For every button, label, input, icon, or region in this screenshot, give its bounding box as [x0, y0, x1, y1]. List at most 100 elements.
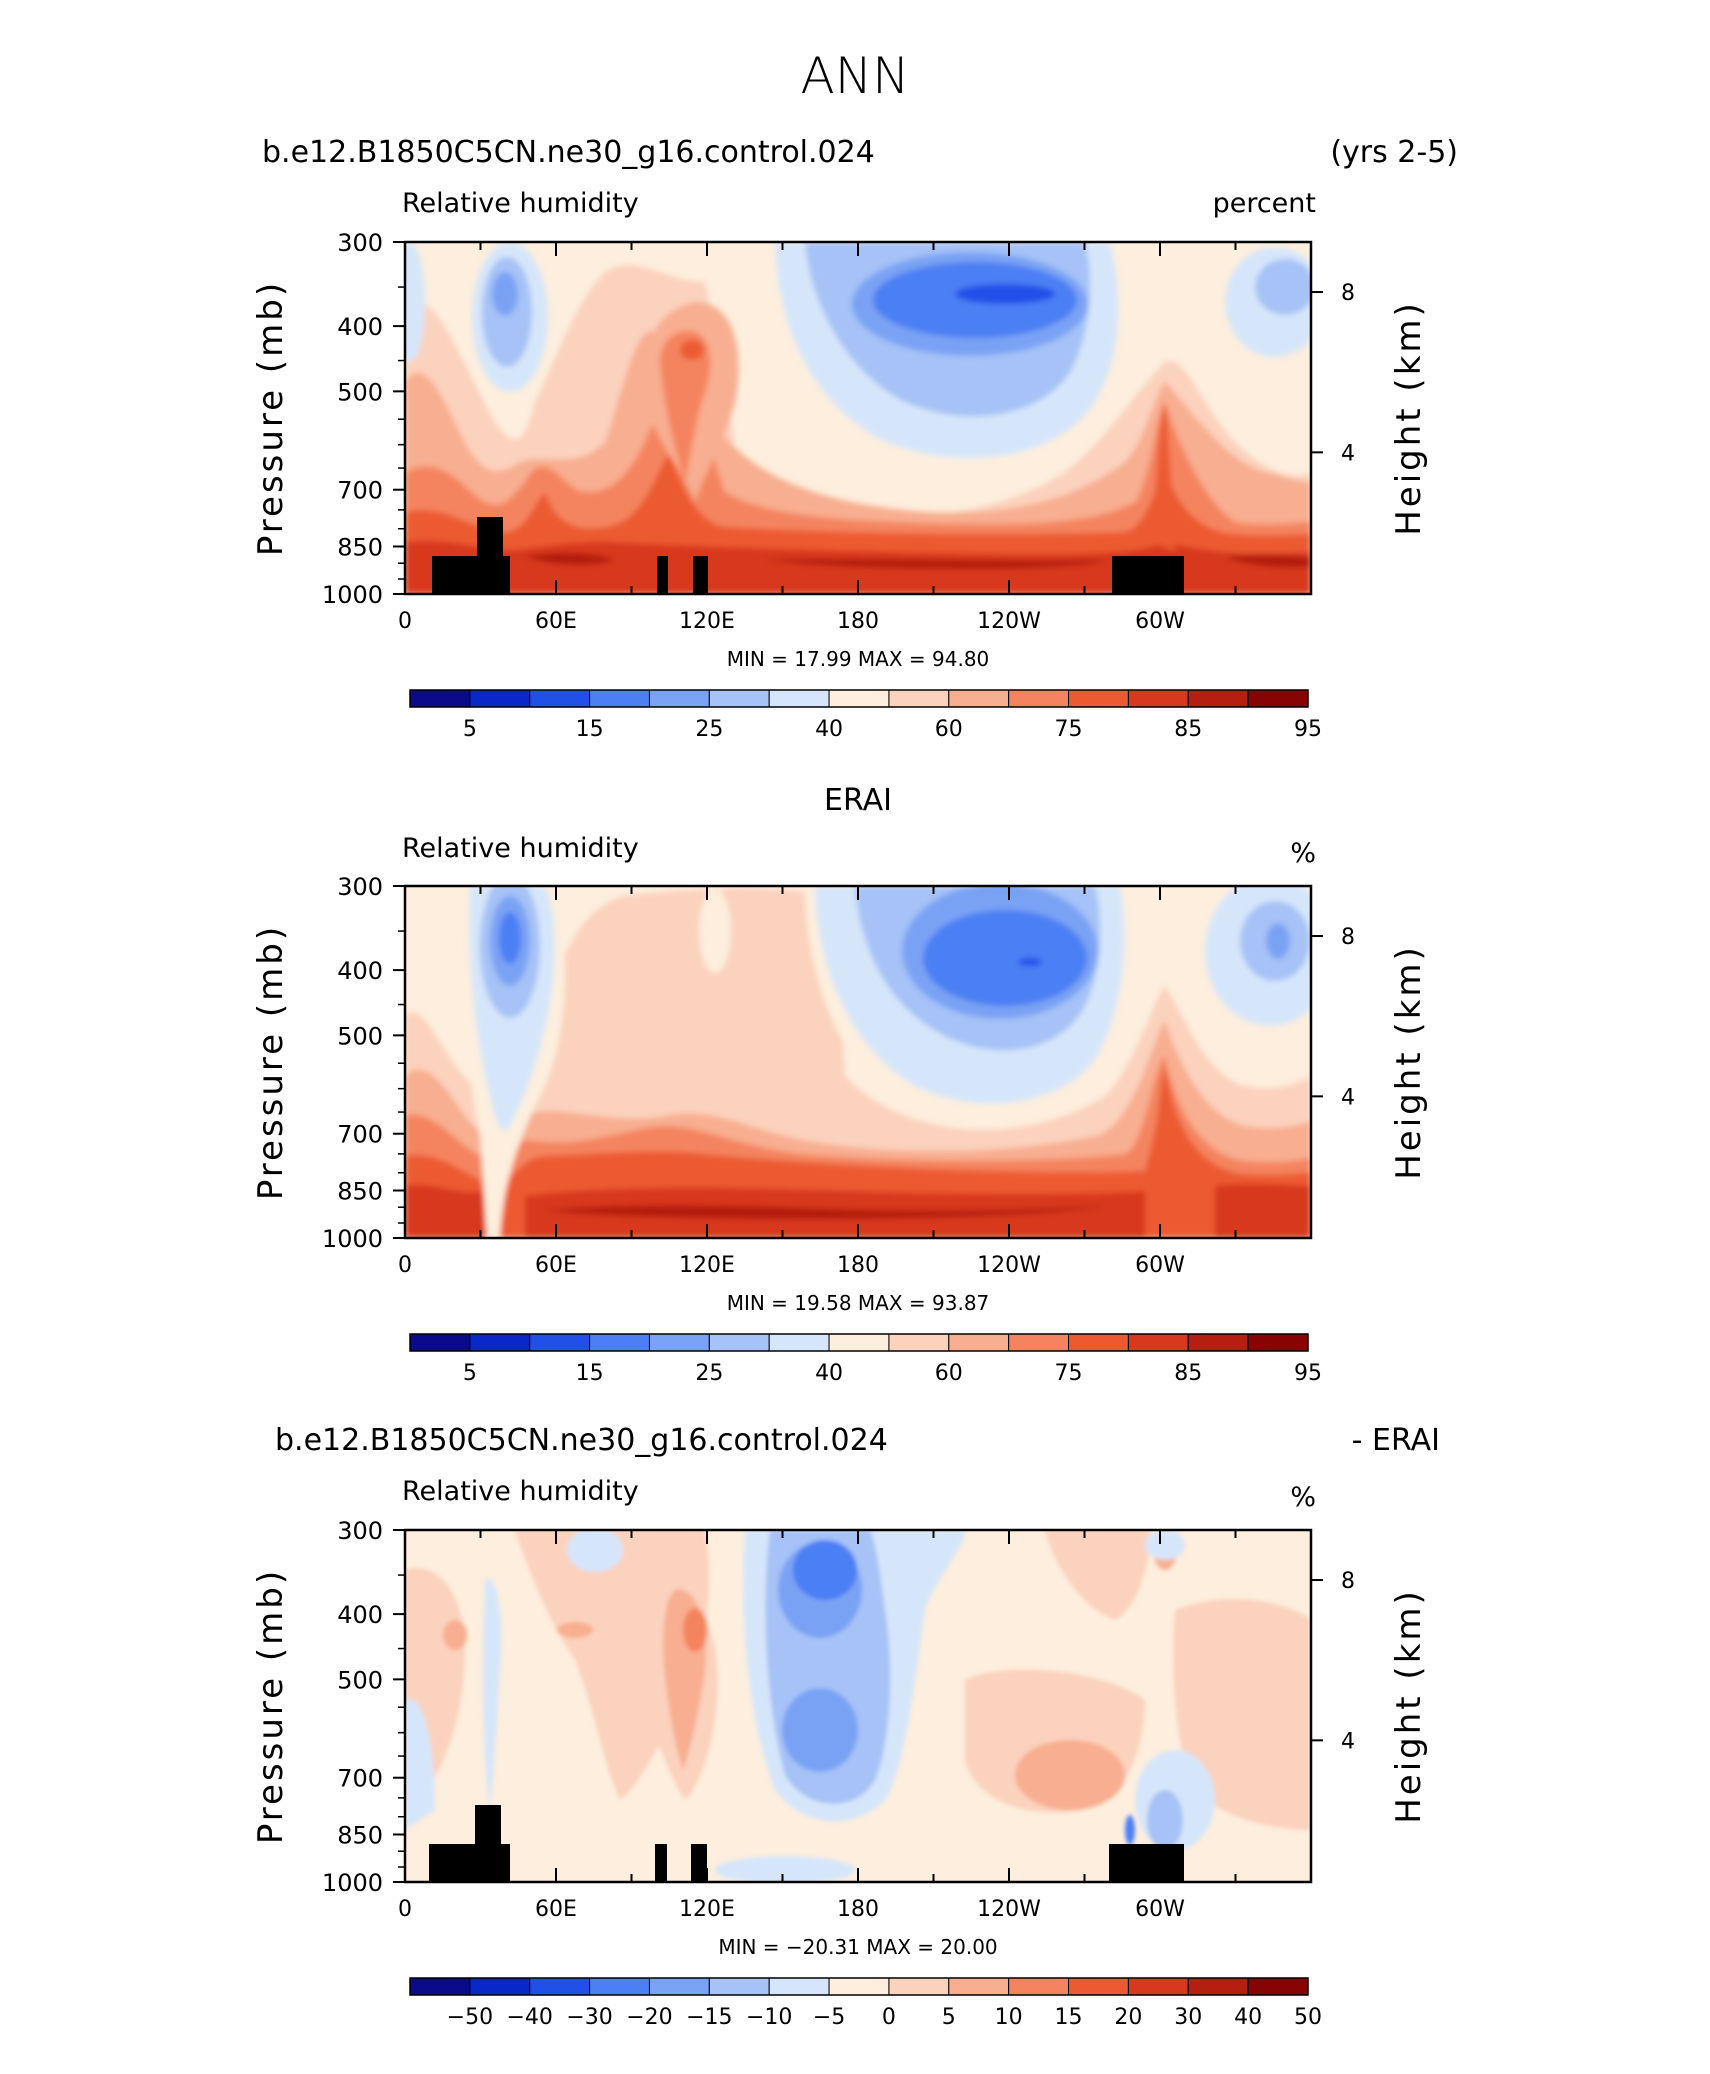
- colorbar-label: 15: [576, 717, 604, 742]
- band-minus5-0: [715, 1856, 855, 1882]
- field-label: Relative humidity: [402, 188, 639, 219]
- lon-tick-label: 120W: [977, 1253, 1041, 1278]
- colorbar-swatch: [648, 1333, 710, 1352]
- colorbar-swatch: [1187, 1977, 1249, 1996]
- colorbar-swatch: [648, 689, 710, 708]
- lon-tick-label: 180: [837, 609, 879, 634]
- colorbar-label: −50: [447, 2005, 493, 2030]
- topography-mask: [432, 517, 1184, 594]
- pressure-tick-label: 700: [337, 1121, 383, 1149]
- y-axis-title-right: Height (km): [1389, 944, 1429, 1180]
- colorbar-label: 85: [1174, 1361, 1202, 1386]
- pressure-tick-label: 700: [337, 477, 383, 505]
- colorbar-swatch: [1187, 1333, 1249, 1352]
- pressure-tick-label: 300: [337, 1517, 383, 1545]
- colorbar-swatch: [768, 1333, 830, 1352]
- field-label: Relative humidity: [402, 833, 639, 864]
- colorbar-label: 95: [1294, 1361, 1322, 1386]
- band-minus20-minus15: [793, 1540, 857, 1600]
- panel-header-right: - ERAI: [1352, 1423, 1440, 1458]
- panel-obs: ERAI Relative humidity %: [402, 783, 1316, 1240]
- colorbar-label: −20: [626, 2005, 672, 2030]
- units-label: %: [1290, 838, 1316, 869]
- y-axis-title-right: Height (km): [1389, 300, 1429, 536]
- colorbar-label: 75: [1055, 717, 1083, 742]
- units-label: percent: [1213, 188, 1316, 219]
- colorbar-swatch: [1127, 1977, 1189, 1996]
- colorbar-swatch: [1008, 1977, 1070, 1996]
- colorbar-label: 5: [463, 717, 477, 742]
- colorbar-label: 40: [815, 717, 843, 742]
- colorbar-swatch: [1008, 689, 1070, 708]
- height-tick-label: 4: [1341, 1729, 1355, 1754]
- colorbar-swatch: [1247, 1977, 1309, 1996]
- colorbar-label: 40: [1234, 2005, 1262, 2030]
- colorbar-swatch: [409, 1977, 471, 1996]
- colorbar-frame: [409, 1977, 1309, 1996]
- colorbar-swatch: [589, 1333, 650, 1352]
- band-85-90: [405, 540, 1311, 594]
- colorbar-swatch: [1008, 1333, 1070, 1352]
- colorbar-swatch: [768, 689, 830, 708]
- topography-mask: [429, 1805, 1184, 1882]
- lon-tick-label: 120E: [679, 1897, 735, 1922]
- colorbar-swatch: [409, 689, 471, 708]
- colorbar-label: 60: [935, 717, 963, 742]
- pressure-tick-label: 400: [337, 1601, 383, 1629]
- band-minus15-minus10: [782, 1688, 858, 1772]
- height-tick-label: 4: [1341, 441, 1355, 466]
- colorbar-frame: [409, 1333, 1309, 1352]
- colorbar-label: 85: [1174, 717, 1202, 742]
- colorbar-swatch: [948, 1977, 1010, 1996]
- colorbar-swatch: [469, 689, 531, 708]
- panel-difference: b.e12.B1850C5CN.ne30_g16.control.024 - E…: [275, 1423, 1440, 1884]
- band-90-95: [525, 552, 1311, 569]
- colorbar-label: 75: [1055, 1361, 1083, 1386]
- lon-tick-label: 120E: [679, 1253, 735, 1278]
- colorbar-swatch: [888, 1333, 950, 1352]
- colorbar-swatch: [589, 689, 650, 708]
- band-minus5-0: [567, 1530, 623, 1572]
- band-80-85: [680, 340, 704, 360]
- colorbar-label: 25: [695, 1361, 723, 1386]
- band-30-40: [1255, 259, 1311, 315]
- band-75-80: [660, 330, 711, 482]
- colorbar-label: −15: [686, 2005, 732, 2030]
- colorbar-swatch: [529, 1977, 591, 1996]
- band-minus10-minus5: [1147, 1790, 1183, 1850]
- pressure-tick-label: 500: [337, 378, 383, 406]
- colorbar-swatch: [948, 689, 1010, 708]
- pressure-tick-label: 850: [337, 1177, 383, 1205]
- band-80-85: [1153, 402, 1175, 552]
- band-minus15-minus10: [1125, 1815, 1135, 1845]
- units-label: %: [1290, 1482, 1316, 1513]
- panel-model: b.e12.B1850C5CN.ne30_g16.control.024 (yr…: [262, 135, 1458, 596]
- contour-field: [403, 1528, 1313, 1884]
- colorbar-swatch: [948, 1333, 1010, 1352]
- colorbar-label: −30: [566, 2005, 612, 2030]
- band-15-20: [1018, 958, 1042, 966]
- colorbar-label: 10: [995, 2005, 1023, 2030]
- colorbar-swatch: [1247, 689, 1309, 708]
- colorbar-swatch: [828, 1333, 890, 1352]
- pressure-tick-label: 300: [337, 873, 383, 901]
- band-10-15: [1015, 1740, 1125, 1810]
- colorbar-swatch: [828, 1977, 890, 1996]
- colorbar-label: −10: [746, 2005, 792, 2030]
- colorbar-swatch: [1068, 1333, 1129, 1352]
- colorbar-swatch: [708, 1977, 770, 1996]
- colorbar-swatch: [469, 1977, 531, 1996]
- pressure-tick-label: 300: [337, 229, 383, 257]
- field-label: Relative humidity: [402, 1476, 639, 1507]
- band-minus5-0: [1145, 1530, 1185, 1560]
- lon-tick-label: 0: [398, 609, 412, 634]
- colorbar-swatch: [1247, 1333, 1309, 1352]
- lon-tick-label: 0: [398, 1897, 412, 1922]
- band-25-30: [492, 272, 518, 316]
- y-axis-title-left: Pressure (mb): [251, 924, 291, 1200]
- figure-title: ANN: [800, 47, 909, 105]
- colorbar-swatch: [1068, 1977, 1129, 1996]
- y-axis-title-left: Pressure (mb): [251, 1568, 291, 1844]
- colorbar-swatch: [888, 1977, 950, 1996]
